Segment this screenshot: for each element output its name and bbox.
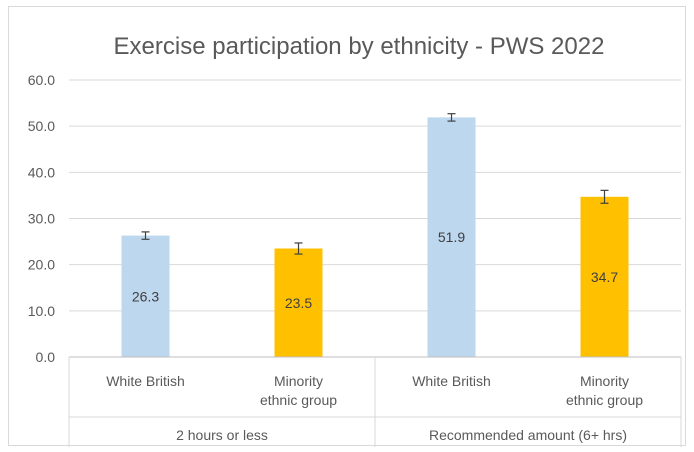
- group-label: Recommended amount (6+ hrs): [429, 427, 627, 443]
- chart-area: Exercise participation by ethnicity - PW…: [8, 6, 686, 447]
- gridlines: 0.0 10.0 20.0 30.0 40.0 50.0 60.0: [28, 72, 681, 365]
- data-label: 34.7: [591, 269, 618, 285]
- group-label: 2 hours or less: [176, 427, 268, 443]
- y-tick-label: 0.0: [36, 349, 56, 365]
- bar-chart: Exercise participation by ethnicity - PW…: [28, 33, 682, 447]
- category-label: Minority ethnic group: [260, 373, 337, 408]
- bar: [121, 235, 170, 357]
- data-label: 51.9: [438, 229, 465, 245]
- bar: [274, 248, 323, 357]
- category-label: White British: [106, 373, 185, 389]
- bar: [427, 117, 476, 358]
- category-axis: White British Minority ethnic group White B…: [68, 356, 682, 447]
- bar: [580, 196, 629, 357]
- y-tick-label: 50.0: [28, 118, 55, 134]
- data-label: 23.5: [285, 295, 312, 311]
- category-label: White British: [412, 373, 491, 389]
- y-tick-label: 30.0: [28, 211, 55, 227]
- bars: 26.3 23.5 51.9 34.7: [121, 113, 629, 358]
- y-tick-label: 10.0: [28, 303, 55, 319]
- category-label: Minority ethnic group: [566, 373, 643, 408]
- y-tick-label: 40.0: [28, 164, 55, 180]
- y-tick-label: 60.0: [28, 72, 55, 88]
- y-tick-label: 20.0: [28, 257, 55, 273]
- chart-title: Exercise participation by ethnicity - PW…: [114, 33, 605, 60]
- data-label: 26.3: [132, 288, 159, 304]
